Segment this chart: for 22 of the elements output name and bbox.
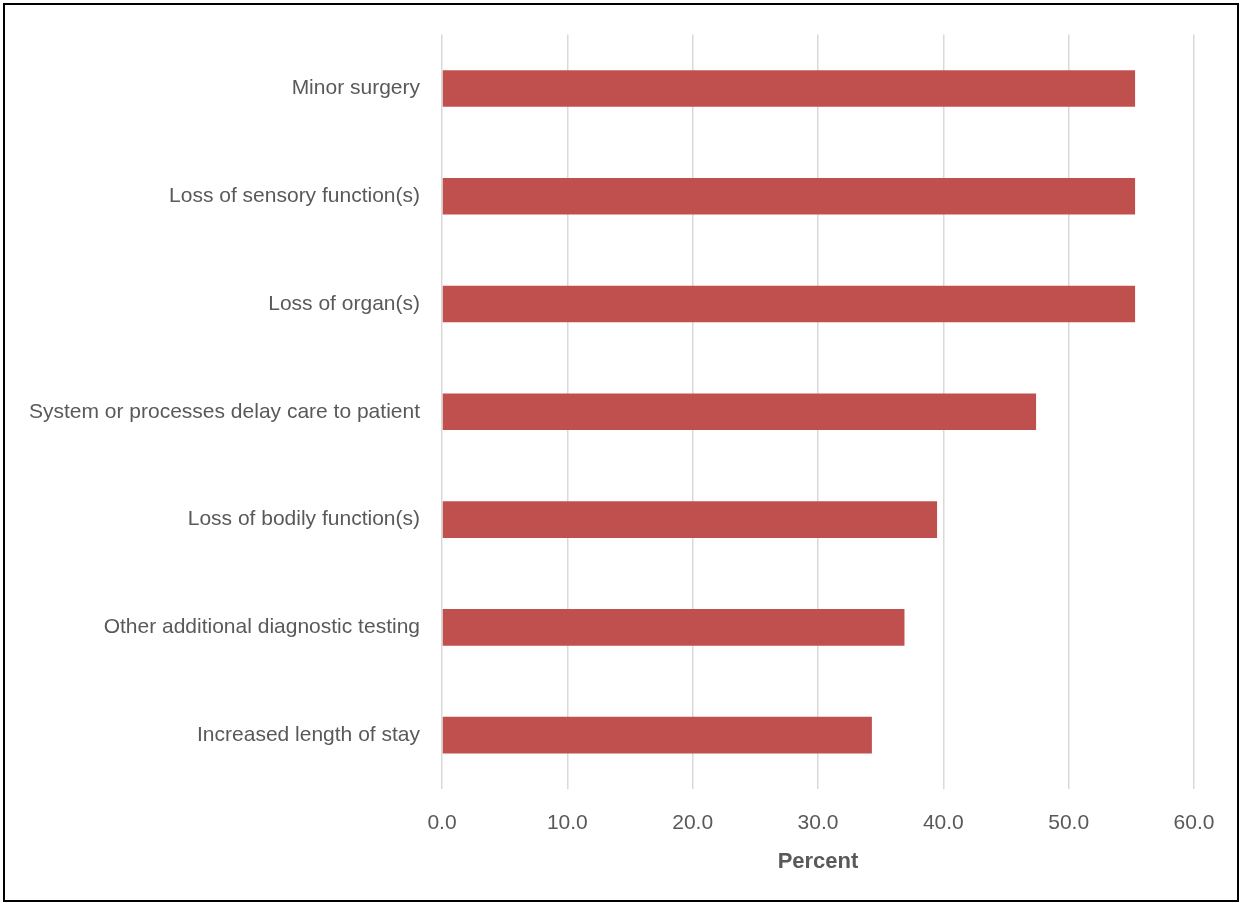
x-tick-label: 20.0 (672, 810, 714, 834)
bar (442, 285, 1136, 323)
bar (442, 70, 1136, 107)
x-tick-label: 30.0 (797, 810, 839, 834)
x-axis-title: Percent (777, 847, 860, 873)
bar (442, 609, 905, 646)
y-tick-label: Increased length of stay (197, 721, 421, 745)
y-tick-label: System or processes delay care to patient (28, 398, 421, 422)
y-tick-label: Minor surgery (291, 75, 421, 99)
bar (442, 501, 938, 538)
x-tick-label: 0.0 (427, 810, 457, 834)
y-tick-label: Loss of organ(s) (268, 290, 420, 314)
x-tick-label: 10.0 (546, 810, 588, 834)
x-tick-label: 40.0 (922, 810, 964, 834)
x-tick-label: 60.0 (1173, 810, 1215, 834)
y-tick-label: Other additional diagnostic testing (103, 614, 420, 638)
bar (442, 716, 872, 754)
bar (442, 177, 1136, 215)
x-tick-label: 50.0 (1048, 810, 1090, 834)
bar (442, 393, 1037, 431)
y-tick-label: Loss of bodily function(s) (187, 506, 420, 530)
y-tick-label: Loss of sensory function(s) (169, 183, 420, 207)
